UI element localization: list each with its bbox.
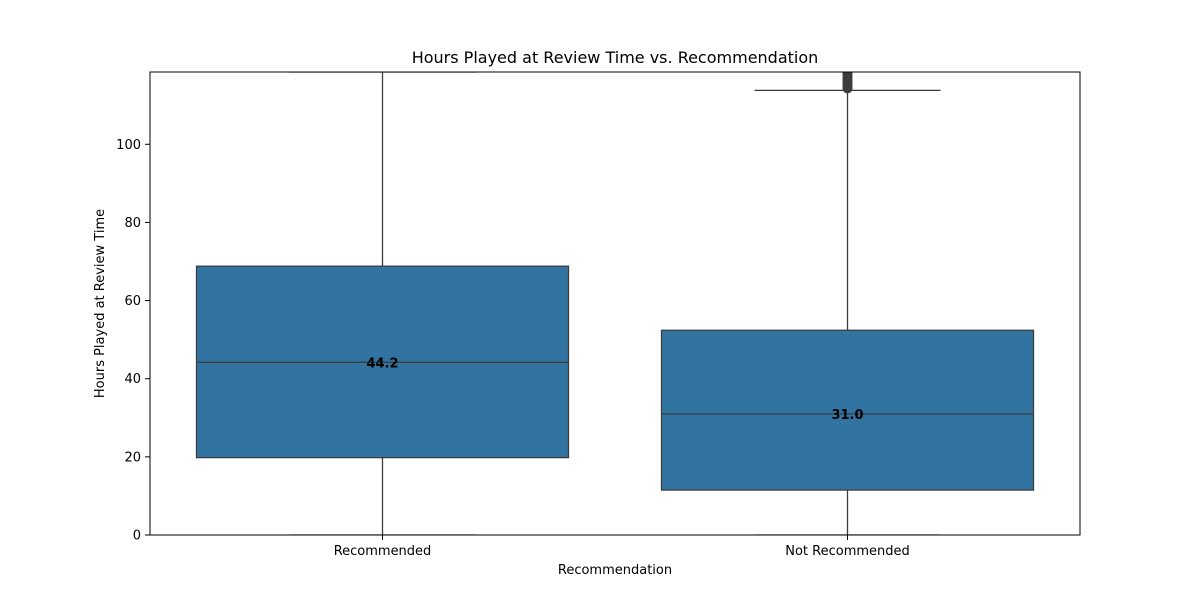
- x-tick-label: Recommended: [334, 544, 432, 559]
- median-label: 31.0: [831, 408, 863, 423]
- boxes-group: [195, 72, 1035, 535]
- y-tick-label: 100: [116, 138, 141, 153]
- y-tick-label: 80: [124, 216, 141, 231]
- plot-frame: [149, 71, 1081, 536]
- y-tick-label: 0: [133, 529, 141, 544]
- y-tick-label: 20: [124, 450, 141, 465]
- y-tick-label: 60: [124, 294, 141, 309]
- y-tick-label: 40: [124, 372, 141, 387]
- chart-title: Hours Played at Review Time vs. Recommen…: [412, 48, 819, 67]
- x-tick-label: Not Recommended: [785, 544, 910, 559]
- iqr-box: [660, 329, 1035, 491]
- box-not-recommended: [660, 72, 1035, 535]
- y-axis-label: Hours Played at Review Time: [93, 209, 108, 398]
- x-axis-label: Recommendation: [558, 563, 672, 578]
- box-recommended: [195, 72, 570, 535]
- outlier-point: [842, 72, 853, 78]
- median-label: 44.2: [366, 356, 398, 371]
- plot-area: 44.2 31.0 0 20 40 60 80 100 Recommended Not Recom…: [116, 71, 1081, 559]
